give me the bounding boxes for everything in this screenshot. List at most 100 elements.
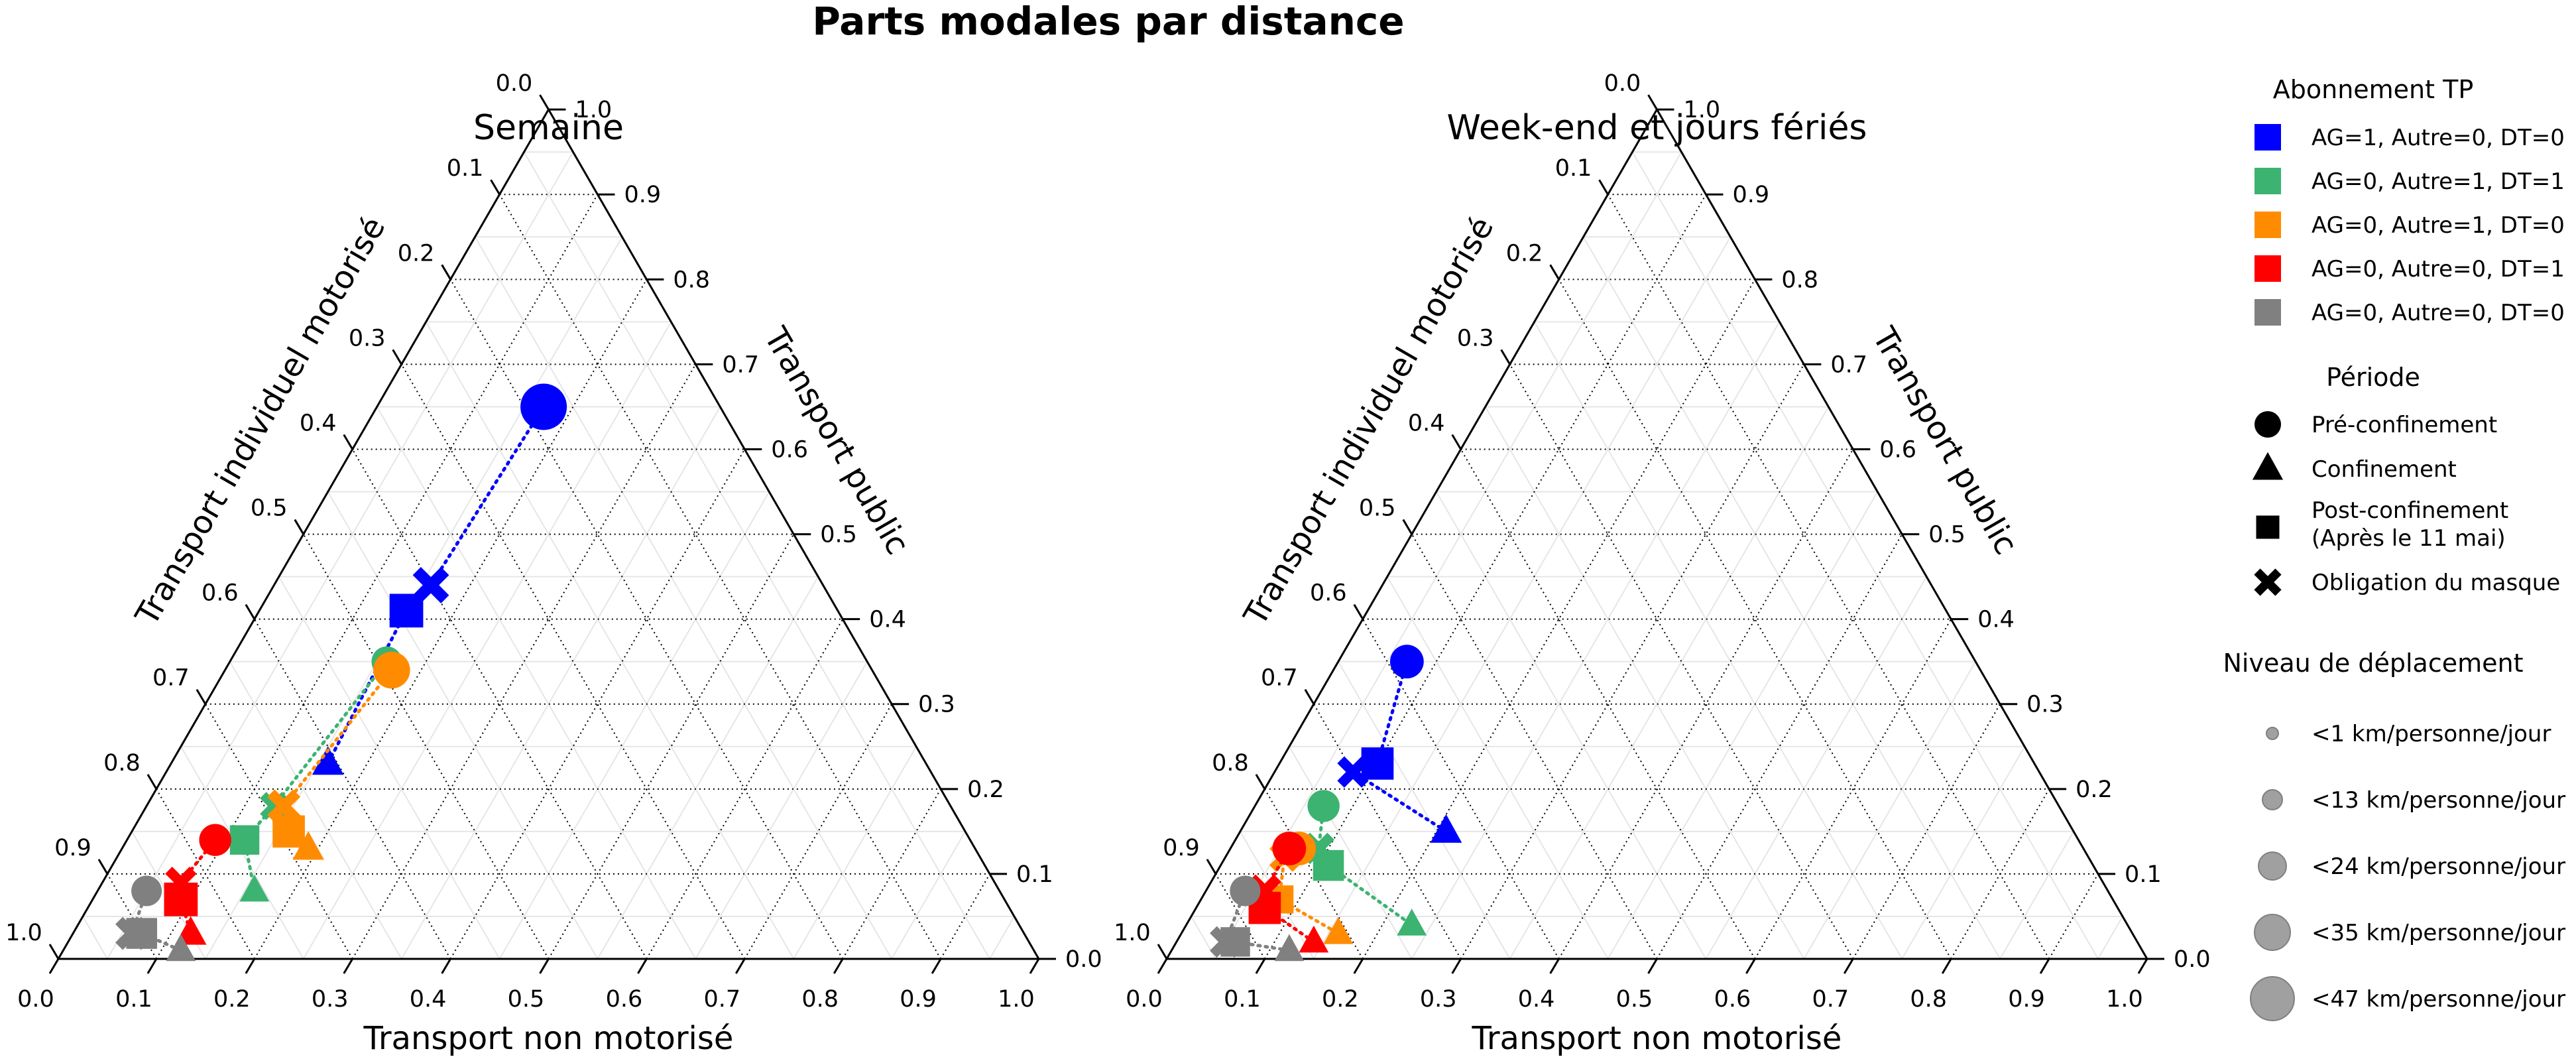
tick-left (196, 688, 207, 705)
tick-left (539, 94, 550, 110)
tick-label-left: 0.1 (447, 155, 484, 182)
axis-label-left: Transport individuel motorisé (1236, 211, 1501, 633)
legend-label: AG=0, Autre=0, DT=0 (2312, 300, 2565, 326)
tick-label-bottom: 0.7 (1812, 986, 1849, 1013)
grid-line-minor (498, 491, 770, 960)
axis-label-bottom: Transport non motorisé (1472, 1020, 1842, 1057)
grid-line-minor (229, 661, 402, 960)
tick-label-left: 0.0 (1604, 70, 1641, 97)
tick-label-bottom: 0.1 (1224, 986, 1261, 1013)
tick-left (245, 603, 256, 620)
series-ag-0-autre-1-dt-0 (267, 651, 410, 860)
legend-label: Confinement (2312, 456, 2457, 483)
tick-left (146, 774, 158, 790)
tick-bottom (245, 958, 256, 974)
grid-line-minor (891, 831, 966, 960)
grid-line (1460, 363, 1805, 960)
tick-bottom (146, 958, 158, 974)
grid-line (1656, 534, 1903, 960)
data-point-triangle (1397, 908, 1427, 936)
grid-line (400, 363, 746, 960)
tick-label-right: 0.0 (2174, 946, 2211, 973)
legend-swatch (2254, 124, 2281, 151)
tick-bottom (1941, 958, 1952, 974)
tick-label-right: 1.0 (575, 97, 613, 123)
legend-label: <1 km/personne/jour (2312, 721, 2551, 747)
data-point-square (272, 815, 305, 848)
tick-bottom (1157, 958, 1168, 974)
tick-left (1353, 603, 1364, 620)
tick-label-left: 0.1 (1555, 155, 1592, 182)
tick-left (441, 264, 451, 281)
tick-left (1402, 519, 1413, 535)
tick-label-bottom: 0.1 (115, 986, 152, 1013)
legend: Abonnement TP Période Niveau de déplacem… (2223, 75, 2565, 1021)
grid-line-minor (793, 746, 917, 960)
legend-label: <24 km/personne/jour (2312, 853, 2565, 880)
tick-label-left: 0.8 (103, 750, 141, 777)
data-point-circle (1230, 875, 1261, 906)
ternary-panel-week-end: 0.0 0.0 0.0 0.1 0.1 0.1 0.2 0.2 0.2 0.3 0.3 0.3 0.4 0… (1114, 70, 2211, 1057)
tick-label-left: 0.2 (1506, 240, 1543, 267)
tick-label-left: 0.3 (1457, 325, 1494, 351)
legend-label: AG=1, Autre=0, DT=0 (2312, 125, 2565, 151)
tick-label-right: 0.9 (1732, 182, 1769, 208)
tick-label-left: 1.0 (5, 920, 42, 946)
legend-swatch (2254, 212, 2281, 238)
tick-label-left: 0.7 (1261, 665, 1298, 692)
tick-bottom (2039, 958, 2050, 974)
tick-label-left: 0.9 (54, 835, 91, 861)
series-ag-0-autre-0-dt-0 (1210, 875, 1305, 962)
data-point-triangle (1274, 934, 1305, 962)
tick-label-bottom: 0.4 (1518, 986, 1555, 1013)
figure-title: Parts modales par distance (812, 0, 1404, 44)
tick-label-right: 0.4 (1977, 607, 2015, 633)
grid-line-minor (302, 321, 672, 960)
grid-line (1509, 363, 1854, 960)
tick-label-left: 0.4 (300, 410, 337, 436)
grid-line-minor (1582, 236, 2001, 960)
data-point-square (1220, 927, 1250, 957)
tick-left (1304, 688, 1315, 705)
legend-label: <35 km/personne/jour (2312, 920, 2565, 946)
data-point-square (126, 918, 157, 949)
tick-label-right: 0.1 (1016, 861, 1053, 888)
legend-swatch (2254, 299, 2281, 326)
legend-label: AG=0, Autre=1, DT=1 (2312, 168, 2565, 195)
tick-label-right: 0.2 (967, 777, 1004, 803)
series-ag-0-autre-1-dt-1 (1303, 790, 1427, 936)
grid-line-minor (695, 661, 868, 960)
grid-line-minor (1313, 236, 1731, 960)
tick-label-left: 0.6 (202, 580, 239, 607)
tick-label-bottom: 1.0 (998, 986, 1035, 1013)
legend-label: Obligation du masque (2312, 570, 2560, 596)
tick-label-right: 0.1 (2125, 861, 2162, 888)
data-point-circle (1307, 790, 1340, 822)
tick-label-right: 1.0 (1684, 97, 1721, 123)
tick-left (1647, 94, 1658, 110)
tick-label-bottom: 0.3 (1420, 986, 1457, 1013)
legend-size-marker (2254, 914, 2291, 951)
legend-swatch (2254, 168, 2281, 194)
grid-line (498, 194, 941, 960)
data-point-circle (199, 824, 231, 856)
data-point-square (164, 882, 198, 916)
tick-label-left: 0.2 (398, 240, 435, 267)
grid-line (1558, 279, 1952, 960)
tick-label-right: 0.5 (820, 522, 857, 548)
data-point-triangle (292, 831, 324, 860)
tick-left (294, 519, 305, 535)
legend-abonnement-title: Abonnement TP (2273, 75, 2474, 104)
tick-left (1157, 944, 1168, 960)
data-point-square (1313, 849, 1344, 881)
tick-left (1206, 859, 1217, 875)
tick-left (1549, 264, 1560, 281)
tick-label-left: 0.6 (1310, 580, 1347, 607)
legend-label: <47 km/personne/jour (2312, 986, 2565, 1013)
data-point-square (229, 825, 260, 855)
tick-bottom (735, 958, 746, 974)
tick-label-bottom: 0.8 (1910, 986, 1947, 1013)
tick-label-bottom: 0.4 (410, 986, 447, 1013)
tick-bottom (48, 958, 60, 974)
grid-line-minor (523, 151, 990, 960)
